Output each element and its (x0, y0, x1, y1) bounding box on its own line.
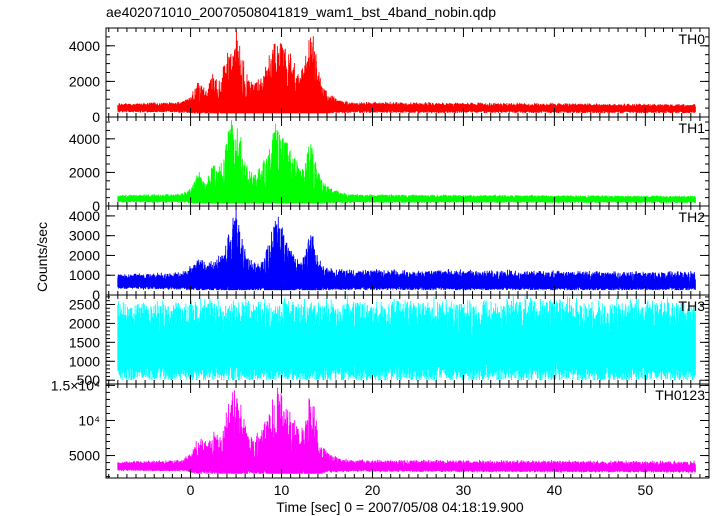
panel-label-th1: TH1 (679, 120, 706, 136)
panel-frame-th0123 (105, 383, 710, 479)
series-trace-th3 (117, 295, 696, 381)
x-axis-label: Time [sec] 0 = 2007/05/08 04:18:19.900 (276, 499, 524, 515)
x-tick-label: 40 (547, 482, 563, 498)
y-tick-label: 0 (92, 109, 100, 125)
y-tick-label: 2500 (69, 296, 100, 312)
chart-title: ae402071010_20070508041819_wam1_bst_4ban… (106, 4, 496, 20)
series-trace-th0 (117, 30, 696, 114)
x-tick-label: 20 (365, 482, 381, 498)
panel-label-th3: TH3 (679, 298, 706, 314)
x-tick-label: 50 (638, 482, 654, 498)
y-tick-label: 1.5×10⁴ (51, 377, 100, 393)
y-tick-label: 1500 (69, 334, 100, 350)
series-trace-th0123 (117, 387, 696, 474)
y-tick-label: 2000 (69, 73, 100, 89)
y-tick-label: 4000 (69, 38, 100, 54)
y-tick-label: 500 (77, 372, 101, 388)
y-tick-label: 4000 (69, 208, 100, 224)
x-tick-label: 10 (274, 482, 290, 498)
panel-label-th0: TH0 (679, 31, 706, 47)
x-tick-label: 0 (187, 482, 195, 498)
y-tick-label: 2000 (69, 315, 100, 331)
panel-label-th0123: TH0123 (655, 387, 705, 403)
y-tick-label: 2000 (69, 164, 100, 180)
y-tick-label: 2000 (69, 247, 100, 263)
x-tick-labels: 0 10 20 30 40 50 (187, 482, 654, 498)
y-tick-label: 1000 (69, 353, 100, 369)
series-trace-th2 (117, 208, 696, 291)
panel-label-th2: TH2 (679, 209, 706, 225)
y-tick-label: 3000 (69, 228, 100, 244)
y-tick-label: 4000 (69, 131, 100, 147)
y-tick-label: 10⁴ (78, 412, 100, 428)
y-tick-label: 5000 (69, 448, 100, 464)
x-tick-label: 30 (456, 482, 472, 498)
y-tick-label: 1000 (69, 267, 100, 283)
panels: 0 2000 4000 TH0 0 2000 4000 TH1 0 1000 2000 3000 400… (51, 27, 710, 479)
series-trace-th1 (117, 120, 696, 204)
y-tick-label: 0 (92, 198, 100, 214)
y-tick-label: 0 (92, 287, 100, 303)
y-axis-label: Counts/sec (34, 222, 50, 292)
